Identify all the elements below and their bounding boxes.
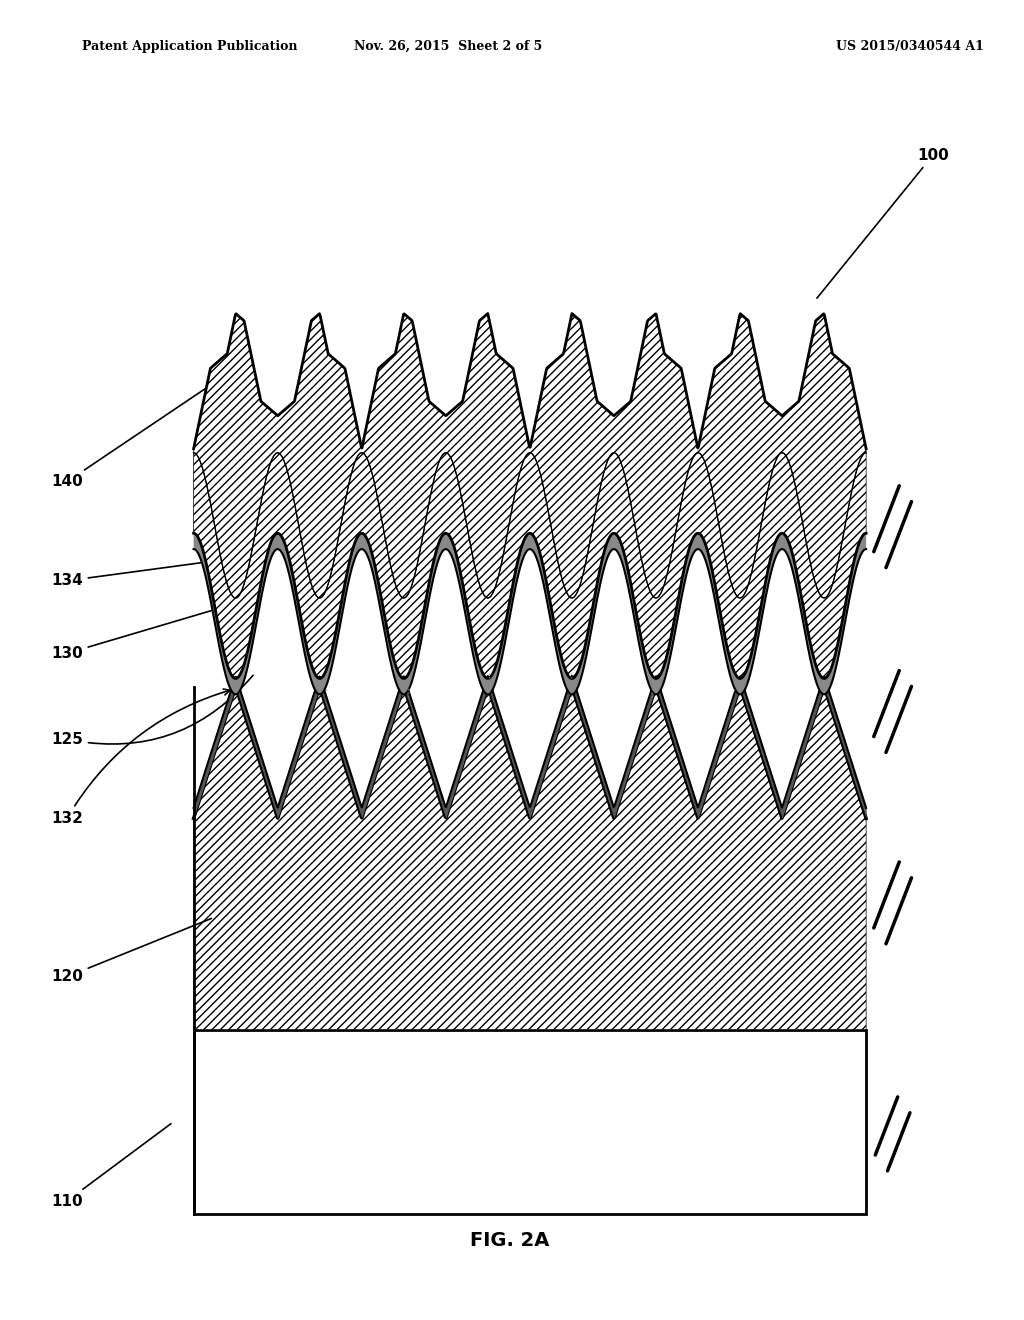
Text: 100: 100 bbox=[817, 148, 949, 298]
Polygon shape bbox=[194, 314, 866, 598]
Text: 134: 134 bbox=[51, 561, 211, 589]
Polygon shape bbox=[194, 533, 866, 694]
Polygon shape bbox=[194, 686, 866, 1030]
Polygon shape bbox=[194, 1030, 866, 1214]
Text: Patent Application Publication: Patent Application Publication bbox=[82, 40, 297, 53]
Text: 140: 140 bbox=[51, 384, 212, 490]
Polygon shape bbox=[194, 453, 866, 678]
Text: FIG. 2A: FIG. 2A bbox=[470, 1232, 549, 1250]
Text: Nov. 26, 2015  Sheet 2 of 5: Nov. 26, 2015 Sheet 2 of 5 bbox=[354, 40, 543, 53]
Text: US 2015/0340544 A1: US 2015/0340544 A1 bbox=[836, 40, 983, 53]
Text: 110: 110 bbox=[51, 1123, 171, 1209]
Text: 120: 120 bbox=[51, 919, 211, 985]
Text: 130: 130 bbox=[51, 611, 211, 661]
Text: 132: 132 bbox=[51, 689, 230, 826]
Text: 125: 125 bbox=[51, 676, 253, 747]
